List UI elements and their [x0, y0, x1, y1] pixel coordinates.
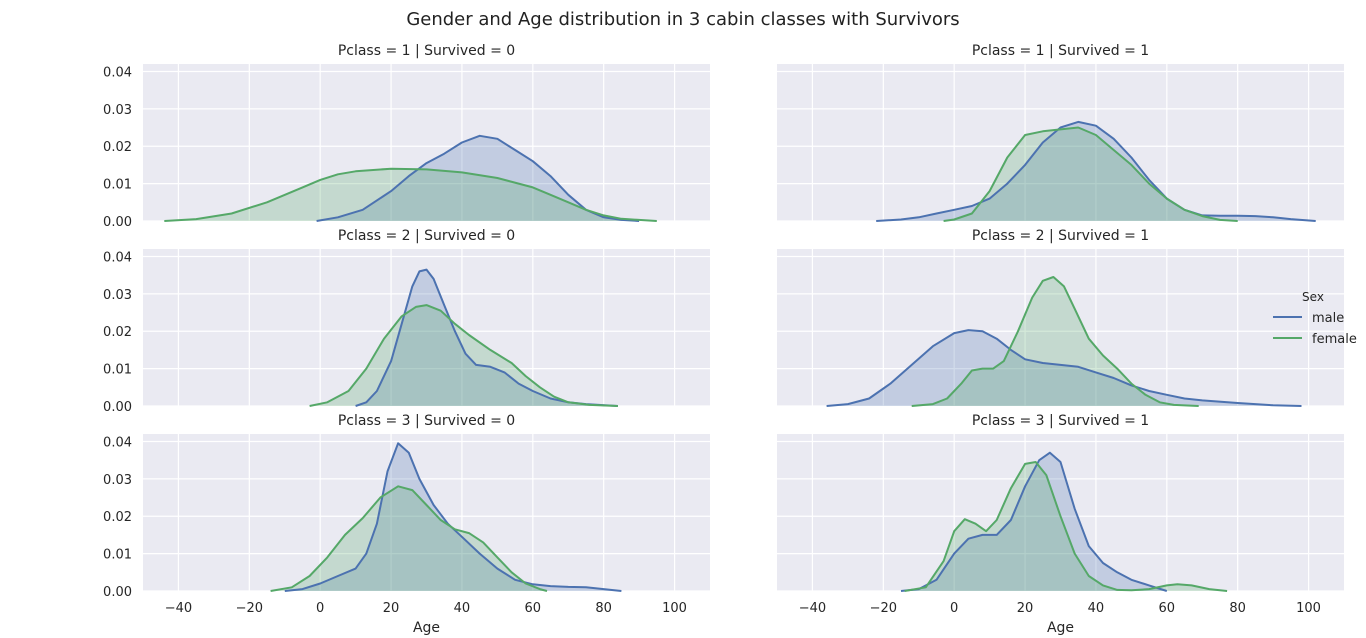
female-density-area	[270, 486, 547, 591]
male-density-area	[901, 452, 1167, 591]
plot-area	[777, 249, 1344, 406]
legend-title: Sex	[1302, 290, 1324, 304]
panel-title: Pclass = 1 | Survived = 0	[338, 43, 515, 59]
x-tick-label: −20	[870, 601, 897, 616]
x-tick-label: 0	[316, 601, 324, 616]
y-tick-label: 0.04	[103, 250, 132, 265]
legend-label-female: female	[1312, 332, 1357, 347]
panel-title: Pclass = 3 | Survived = 1	[972, 413, 1149, 429]
y-tick-label: 0.02	[103, 140, 132, 155]
x-tick-label: 80	[595, 601, 612, 616]
male-density-area	[876, 121, 1316, 221]
x-tick-label: −40	[799, 601, 826, 616]
female-density-line	[270, 485, 548, 592]
facet-panel: Pclass = 1 | Survived = 1	[777, 43, 1344, 222]
y-tick-label: 0.03	[103, 473, 132, 488]
female-density-line	[309, 304, 618, 407]
x-tick-label: 60	[1159, 601, 1176, 616]
male-density-area	[355, 269, 618, 406]
x-tick-label: 0	[950, 601, 958, 616]
y-tick-label: 0.04	[103, 435, 132, 450]
y-tick-label: 0.04	[103, 65, 132, 80]
female-density-area	[309, 305, 618, 406]
x-tick-label: −40	[165, 601, 192, 616]
male-density-area	[284, 443, 622, 591]
female-density-line	[164, 167, 657, 222]
y-tick-label: 0.01	[103, 363, 132, 378]
x-tick-label: 20	[383, 601, 400, 616]
x-tick-label: 100	[662, 601, 687, 616]
female-density-area	[164, 168, 657, 221]
y-tick-label: 0.00	[103, 400, 132, 415]
facet-panel: Pclass = 3 | Survived = 0 0.00 0.01 0.02 0.0…	[103, 413, 710, 636]
x-tick-label: 100	[1296, 601, 1321, 616]
x-tick-label: 80	[1229, 601, 1246, 616]
y-tick-label: 0.00	[103, 585, 132, 600]
panel-title: Pclass = 3 | Survived = 0	[338, 413, 515, 429]
legend: Sex male female	[1273, 290, 1357, 347]
male-density-line	[355, 268, 618, 407]
x-axis-label: Age	[413, 620, 440, 636]
x-tick-label: −20	[236, 601, 263, 616]
male-density-line	[876, 120, 1316, 222]
male-density-area	[316, 135, 640, 221]
x-tick-label: 20	[1017, 601, 1034, 616]
plot-area	[777, 434, 1344, 591]
x-tick-label: 60	[525, 601, 542, 616]
y-tick-label: 0.00	[103, 215, 132, 230]
y-tick-label: 0.01	[103, 548, 132, 563]
male-density-area	[826, 330, 1302, 406]
legend-label-male: male	[1312, 311, 1344, 326]
y-tick-label: 0.02	[103, 510, 132, 525]
facet-panel: Pclass = 1 | Survived = 0 0.00 0.01 0.02 0.0…	[103, 43, 710, 230]
plot-area	[143, 434, 710, 591]
facet-panel: Pclass = 3 | Survived = 1 −40 −20 0 20 40 60 80…	[777, 413, 1344, 636]
male-density-line	[826, 329, 1302, 407]
y-tick-label: 0.01	[103, 178, 132, 193]
x-tick-label: 40	[1088, 601, 1105, 616]
female-density-area	[911, 277, 1199, 406]
female-density-area	[904, 462, 1228, 591]
female-density-line	[911, 276, 1199, 407]
female-density-line	[904, 461, 1228, 592]
male-density-line	[900, 451, 1168, 592]
x-tick-label: 40	[454, 601, 471, 616]
y-tick-label: 0.03	[103, 103, 132, 118]
figure-title: Gender and Age distribution in 3 cabin c…	[406, 9, 960, 30]
panel-title: Pclass = 1 | Survived = 1	[972, 43, 1149, 59]
plot-area	[777, 64, 1344, 221]
facet-panel: Pclass = 2 | Survived = 1	[777, 228, 1344, 407]
y-tick-label: 0.03	[103, 288, 132, 303]
panel-title: Pclass = 2 | Survived = 1	[972, 228, 1149, 244]
facet-panel: Pclass = 2 | Survived = 0 0.00 0.01 0.02 0.0…	[103, 228, 710, 415]
plot-area	[143, 64, 710, 221]
male-density-line	[284, 442, 622, 592]
y-tick-label: 0.02	[103, 325, 132, 340]
plot-area	[143, 249, 710, 406]
panel-title: Pclass = 2 | Survived = 0	[338, 228, 515, 244]
x-axis-label: Age	[1047, 620, 1074, 636]
female-density-line	[943, 126, 1238, 222]
